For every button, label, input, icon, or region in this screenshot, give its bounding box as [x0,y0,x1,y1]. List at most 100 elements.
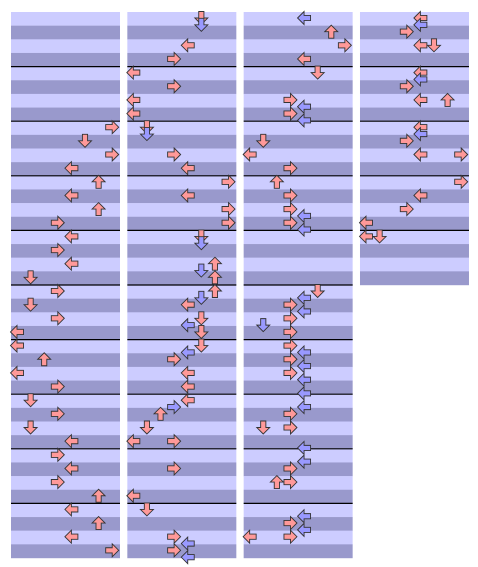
arrow-note [64,256,79,272]
arrow-note [193,236,209,251]
beat-band [359,80,469,95]
beat-band [127,257,237,272]
beat-band [11,544,120,559]
beat-band [127,421,237,436]
arrow-note [413,187,428,204]
beat-band [11,121,120,136]
beat-band [243,489,353,504]
beat-band [243,503,353,518]
beat-band [11,107,120,122]
arrow-note [337,37,352,53]
beat-band [243,39,353,54]
arrow-note [207,270,223,285]
beat-band [11,25,120,40]
beat-band [359,107,469,122]
arrow-note [167,460,182,477]
beat-band [359,203,469,217]
beat-band [243,435,353,449]
beat-band [127,353,237,368]
beat-band [11,325,120,340]
beat-band [127,134,237,149]
beat-band [127,407,237,422]
arrow-note [296,303,312,320]
arrow-note [180,378,195,395]
beat-band [11,52,120,67]
arrow-note [283,92,298,108]
beat-band [127,203,237,217]
arrow-note [296,221,312,238]
beat-band [127,462,237,477]
beat-band [11,353,120,368]
beat-band [11,312,120,327]
arrow-note [180,535,195,552]
arrow-note [64,228,79,244]
beat-band [243,517,353,531]
arrow-note [139,502,155,517]
beat-band [127,66,237,81]
beat-band [243,66,353,81]
arrow-note [283,460,298,477]
arrow-note [50,242,65,258]
arrow-note [255,133,271,148]
arrow-note [283,297,298,313]
arrow-note [193,311,209,326]
beat-band [11,407,120,422]
arrow-note [413,92,428,108]
arrow-note [296,208,312,224]
beat-band [127,25,237,40]
arrow-note [283,160,298,176]
beat-band [11,448,120,463]
beat-band [243,476,353,490]
beat-band [11,66,120,81]
arrow-note [283,105,298,122]
arrow-note [454,174,469,190]
arrow-note [139,420,155,435]
arrow-note [9,338,24,354]
arrow-note [399,201,414,217]
arrow-note [296,440,312,456]
arrow-note [50,378,65,395]
arrow-note [296,10,312,26]
beat-band [243,380,353,395]
beat-band [243,448,353,463]
beat-band [127,312,237,327]
beat-band [11,134,120,149]
beat-band [359,216,469,231]
arrow-note [221,201,236,217]
arrow-note [296,358,312,374]
beat-band [243,530,353,545]
beat-band [359,25,469,40]
beat-band [243,162,353,176]
arrow-note [180,317,195,333]
beat-band [127,121,237,136]
beat-band [127,476,237,490]
beat-band [127,530,237,545]
arrow-note [23,420,39,435]
arrow-note [167,542,182,558]
arrow-note [413,146,428,163]
arrow-note [64,501,79,517]
beat-band [11,366,120,381]
arrow-note [167,433,182,449]
arrow-note [399,133,414,149]
beat-band [243,339,353,354]
arrow-note [296,372,312,388]
arrow-note [167,529,182,545]
arrow-note [126,65,141,81]
arrow-note [296,344,312,361]
beat-band [11,339,120,354]
beat-band [127,325,237,340]
arrow-note [255,420,271,435]
beat-band [243,203,353,217]
arrow-note [440,92,456,107]
beat-band [11,175,120,190]
beat-band [127,517,237,531]
beat-band [127,175,237,190]
beat-band [127,544,237,559]
arrow-note [180,549,195,565]
beat-band [243,544,353,559]
beat-band [243,93,353,108]
arrow-note [221,215,236,231]
beat-band [243,121,353,136]
arrow-note [105,542,120,558]
